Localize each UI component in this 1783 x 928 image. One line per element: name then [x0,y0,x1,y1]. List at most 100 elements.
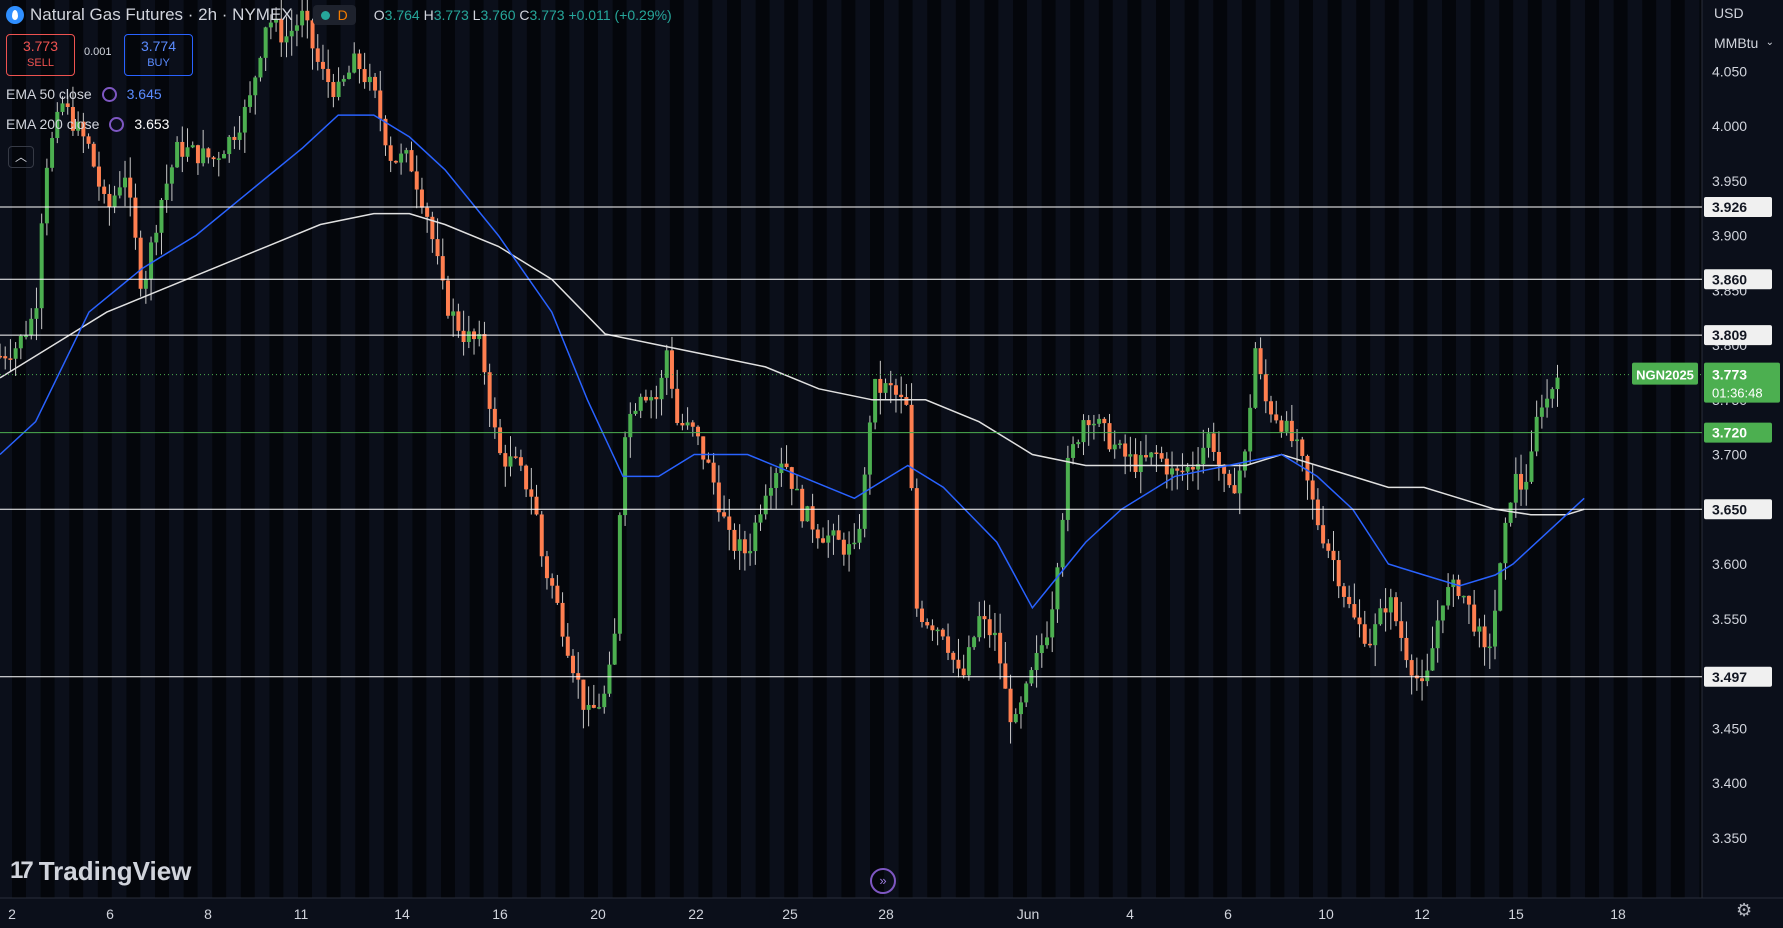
x-tick-label: 4 [1126,906,1134,922]
candle-body [1461,595,1466,598]
session-shade [69,0,84,898]
candle-body [284,36,289,43]
indicator-value: 3.653 [134,116,170,132]
candle-body [65,103,70,108]
candle-body [1383,608,1388,613]
sell-button[interactable]: 3.773 SELL [6,34,75,76]
candle-body [836,530,841,540]
candle-body [534,496,539,515]
candle-body [1326,543,1331,551]
gear-icon[interactable]: ⚙ [1736,900,1753,920]
candle-body [44,167,49,224]
ohlc-close: 3.773 [529,7,565,23]
unit-select[interactable]: MMBtu ⌄ [1708,30,1778,56]
session-shade [383,0,398,898]
candle-body [1050,609,1055,638]
candle-body [847,544,852,555]
x-tick-label: 18 [1610,906,1626,922]
candle-body [336,81,341,98]
sell-price: 3.773 [22,38,59,54]
candle-body [237,132,242,140]
candle-body [315,48,320,62]
candle-body [1071,444,1076,458]
candle-body [13,348,18,359]
candle-body [373,76,378,91]
candle-body [831,530,836,536]
candle-body [1128,454,1133,457]
candle-body [581,679,586,710]
candle-body [232,136,237,140]
candle-body [1196,464,1201,470]
currency-select[interactable]: USD [1714,5,1744,21]
scroll-to-realtime-icon[interactable]: » [870,868,896,894]
tradingview-mark-icon: 17 [10,857,34,884]
session-shade [1299,0,1313,898]
candle-body [211,157,216,160]
candle-body [654,397,659,400]
candle-body [815,529,820,539]
symbol-title[interactable]: Natural Gas Futures · 2h · NYMEX [30,5,293,24]
candle-body [1466,595,1471,605]
candle-body [1508,502,1513,523]
candle-body [1404,637,1409,661]
candle-body [341,78,346,82]
candle-body [117,187,122,196]
tradingview-logo[interactable]: 17 TradingView [10,856,191,886]
candle-body [1295,439,1300,442]
indicator-ema50[interactable]: EMA 50 close 3.645 [6,86,162,102]
x-tick-label: 28 [878,906,894,922]
candle-body [440,256,445,281]
buy-button[interactable]: 3.774 BUY [124,34,193,76]
candle-body [878,378,883,393]
indicator-value: 3.645 [126,86,162,102]
level-label: 3.720 [1712,425,1747,441]
candle-body [1107,423,1112,450]
candle-body [409,150,414,172]
candle-body [1164,458,1169,475]
candle-body [628,413,633,438]
candle-body [675,388,680,423]
candle-body [50,138,55,168]
session-shade [1213,0,1228,898]
candle-body [722,512,727,517]
indicator-loading-icon [109,116,125,132]
y-tick-label: 3.900 [1712,228,1747,244]
candle-body [1013,714,1018,723]
level-label-bg [1704,269,1772,290]
candle-body [268,22,273,28]
candle-body [1170,468,1175,475]
candle-body [1102,418,1107,424]
symbol-tag: NGN2025 [1636,368,1694,383]
candle-body [1180,470,1185,473]
candle-body [206,148,211,158]
candle-body [1216,451,1221,465]
market-status-group[interactable]: D [312,5,356,25]
candle-body [289,30,294,37]
x-tick-label: 12 [1414,906,1430,922]
candle-body [180,141,185,157]
candle-body [221,154,226,159]
candle-body [320,61,325,69]
candle-body [1060,519,1065,568]
candle-body [128,177,133,198]
candle-body [1388,597,1393,613]
candle-body [1117,443,1122,445]
candle-body [1008,688,1013,723]
candle-body [690,422,695,427]
candle-body [1097,418,1102,424]
candle-body [258,57,263,78]
candle-body [81,121,86,137]
candle-body [112,195,117,208]
candle-body [789,467,794,489]
candle-body [1149,452,1154,458]
candle-body [1018,702,1023,715]
indicator-ema200[interactable]: EMA 200 close 3.653 [6,116,169,132]
candle-body [1269,401,1274,415]
chevron-up-icon[interactable]: ︿ [8,146,34,168]
candle-body [774,473,779,489]
candle-body [867,422,872,475]
symbol-tag-bg [1632,362,1698,385]
y-tick-label: 3.350 [1712,830,1747,846]
candle-body [732,529,737,551]
